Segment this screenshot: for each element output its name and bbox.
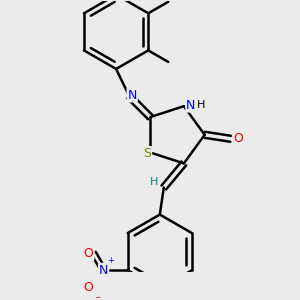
Text: O: O <box>233 132 243 145</box>
Text: N: N <box>99 264 108 277</box>
Text: H: H <box>150 178 158 188</box>
Text: N: N <box>186 99 196 112</box>
Text: S: S <box>143 147 151 160</box>
Text: H: H <box>197 100 205 110</box>
Text: N: N <box>128 88 137 101</box>
Text: +: + <box>107 256 114 265</box>
Text: –: – <box>95 292 100 300</box>
Text: O: O <box>84 247 94 260</box>
Text: O: O <box>84 281 94 294</box>
